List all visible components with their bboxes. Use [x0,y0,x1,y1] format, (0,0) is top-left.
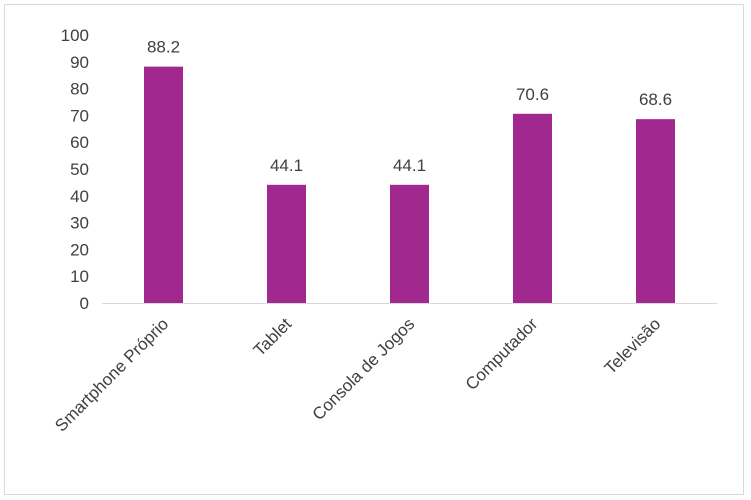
bars [144,66,675,304]
data-label: 88.2 [147,38,180,57]
data-label: 44.1 [393,156,426,175]
y-tick-label: 40 [70,187,89,206]
category-label: Tablet [250,314,296,360]
y-tick-label: 50 [70,160,89,179]
category-label: Consola de Jogos [309,314,419,424]
chart-area [4,4,744,495]
data-label: 70.6 [516,85,549,104]
y-tick-label: 100 [61,26,89,45]
data-label: 68.6 [639,90,672,109]
bar [513,113,552,304]
bar [636,119,675,303]
y-tick-label: 0 [80,294,89,313]
y-tick-label: 10 [70,267,89,286]
category-label: Smartphone Próprio [51,314,172,435]
y-axis-ticks: 0 10 20 30 40 50 60 70 80 90 100 [61,26,89,313]
bar [390,184,429,303]
y-tick-label: 90 [70,53,89,72]
y-tick-label: 20 [70,240,89,259]
category-label: Televisão [601,314,665,378]
data-labels: 88.2 44.1 44.1 70.6 68.6 [147,38,672,175]
y-tick-label: 60 [70,133,89,152]
bar [144,66,183,304]
y-tick-label: 70 [70,106,89,125]
category-labels: Smartphone Próprio Tablet Consola de Jogos… [51,314,664,435]
data-label: 44.1 [270,156,303,175]
y-tick-label: 80 [70,80,89,99]
y-tick-label: 30 [70,214,89,233]
bar [267,184,306,303]
category-label: Computador [462,314,542,394]
